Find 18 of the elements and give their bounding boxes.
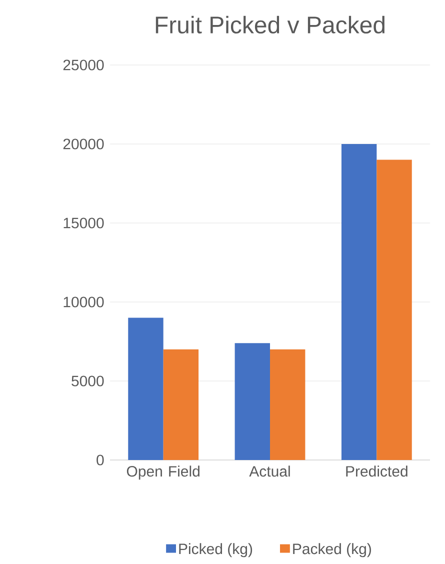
bar	[341, 144, 377, 460]
x-tick-label: Predicted	[346, 466, 408, 477]
bar	[234, 343, 270, 460]
chart-title: Fruit Picked v Packed	[156, 16, 384, 34]
y-tick-label: 20000	[63, 138, 104, 150]
y-tick-label: 15000	[64, 218, 104, 228]
x-tick-label: Open Field	[126, 466, 200, 480]
y-tick-label: 25000	[63, 60, 104, 70]
bar	[270, 349, 306, 460]
y-tick-label: 10000	[64, 296, 104, 308]
bar	[163, 349, 199, 460]
y-tick-label: 5000	[72, 376, 104, 386]
y-tick-label: 0	[96, 454, 104, 466]
x-tick-label: Actual	[249, 466, 290, 477]
bar	[128, 318, 164, 460]
bar	[376, 160, 412, 460]
legend-label: Packed (kg)	[293, 543, 371, 558]
legend-label: Picked (kg)	[179, 543, 252, 558]
